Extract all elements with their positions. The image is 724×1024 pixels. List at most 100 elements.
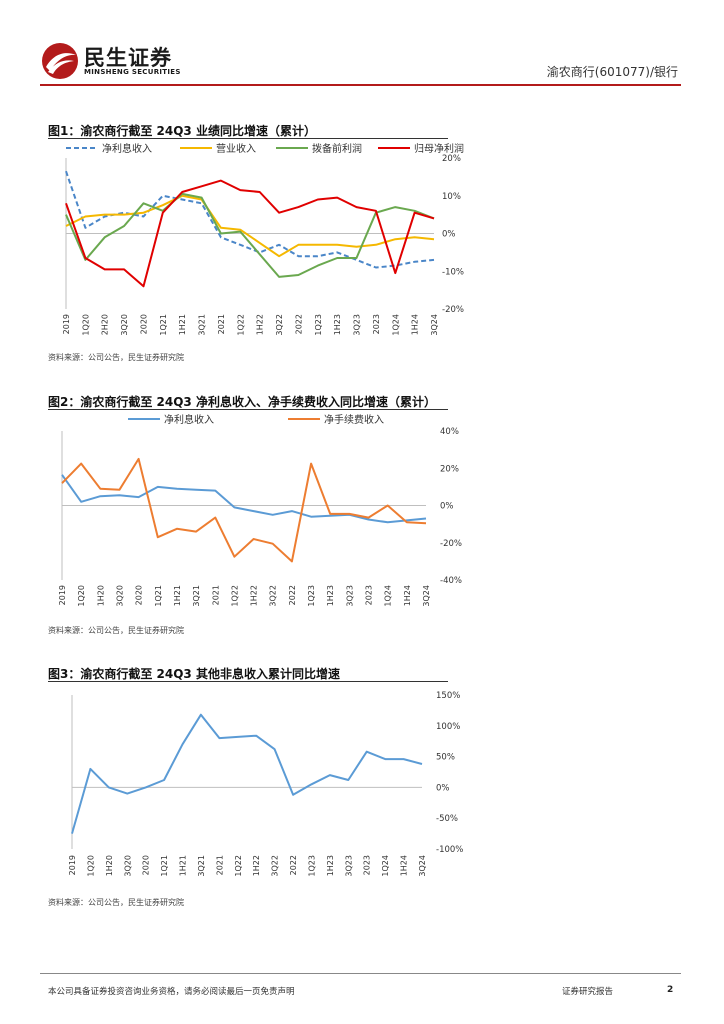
x-tick-label: 2H20 [101, 314, 110, 335]
brand-name-cn: 民生证券 [84, 46, 172, 70]
x-tick-label: 2021 [217, 314, 226, 334]
y-tick-label: 10% [442, 192, 461, 202]
figure-3-title: 图3：渝农商行截至 24Q3 其他非息收入累计同比增速 [48, 667, 340, 681]
x-tick-label: 1Q20 [86, 855, 95, 877]
legend-label: 净利息收入 [164, 413, 214, 426]
x-tick-label: 2023 [372, 314, 381, 334]
y-tick-label: 150% [436, 691, 460, 701]
x-tick-label: 2019 [62, 314, 71, 334]
figure-2-title: 图2：渝农商行截至 24Q3 净利息收入、净手续费收入同比增速（累计） [48, 395, 436, 409]
x-tick-label: 1H20 [105, 855, 114, 876]
y-tick-label: 20% [440, 464, 459, 474]
x-tick-label: 3Q21 [192, 585, 201, 607]
legend-label: 营业收入 [216, 142, 256, 155]
x-tick-label: 2022 [288, 585, 297, 605]
figure-1-title-rule [48, 138, 448, 139]
series-line [65, 192, 435, 278]
x-tick-label: 1Q24 [384, 585, 393, 607]
x-tick-label: 2023 [363, 855, 372, 875]
x-tick-label: 1Q21 [160, 855, 169, 877]
x-tick-label: 1Q23 [307, 585, 316, 607]
x-tick-label: 1H23 [333, 314, 342, 335]
x-tick-label: 2020 [135, 585, 144, 605]
y-tick-label: 0% [440, 502, 454, 512]
x-tick-label: 1Q23 [314, 314, 323, 336]
x-tick-label: 1Q24 [381, 855, 390, 877]
x-tick-label: 3Q21 [198, 314, 207, 336]
x-tick-label: 1H23 [326, 585, 335, 606]
x-tick-label: 1Q20 [81, 314, 90, 336]
footer-divider [40, 973, 681, 974]
header-divider [40, 84, 681, 86]
figure-1-source: 资料来源：公司公告，民生证券研究院 [48, 353, 184, 362]
x-tick-label: 1Q23 [307, 855, 316, 877]
x-tick-label: 2019 [68, 855, 77, 875]
x-tick-label: 3Q24 [422, 585, 431, 607]
y-tick-label: 50% [436, 753, 455, 763]
x-tick-label: 1Q21 [159, 314, 168, 336]
x-tick-label: 1H23 [326, 855, 335, 876]
y-tick-label: 40% [440, 427, 459, 437]
x-tick-label: 2021 [215, 855, 224, 875]
x-tick-label: 3Q22 [269, 585, 278, 607]
x-tick-label: 1Q22 [236, 314, 245, 336]
x-tick-label: 1H20 [96, 585, 105, 606]
x-tick-label: 3Q23 [353, 314, 362, 336]
x-tick-label: 3Q24 [418, 855, 427, 877]
figure-2-source: 资料来源：公司公告，民生证券研究院 [48, 626, 184, 635]
x-tick-label: 2022 [289, 855, 298, 875]
footer-disclaimer: 本公司具备证券投资咨询业务资格，请务必阅读最后一页免责声明 [48, 987, 295, 997]
brand-name-en: MINSHENG SECURITIES [84, 68, 181, 76]
x-tick-label: 3Q24 [430, 314, 439, 336]
legend-label: 净手续费收入 [324, 413, 384, 426]
figure-2-title-rule [48, 409, 448, 410]
figure-3-title-rule [48, 681, 448, 682]
x-tick-label: 3Q21 [197, 855, 206, 877]
x-tick-label: 3Q23 [344, 855, 353, 877]
x-tick-label: 2022 [294, 314, 303, 334]
series-line [61, 457, 427, 563]
x-tick-label: 1H24 [411, 314, 420, 335]
x-tick-label: 1H22 [252, 855, 261, 876]
legend-label: 净利息收入 [102, 142, 152, 155]
x-tick-label: 3Q22 [275, 314, 284, 336]
x-tick-label: 1Q22 [234, 855, 243, 877]
series-line [61, 474, 427, 524]
x-tick-label: 2021 [211, 585, 220, 605]
legend-label: 拨备前利润 [312, 142, 362, 155]
x-tick-label: 2020 [139, 314, 148, 334]
brand-logo-icon [40, 41, 80, 81]
x-tick-label: 1Q22 [230, 585, 239, 607]
x-tick-label: 1H21 [173, 585, 182, 606]
y-tick-label: -40% [440, 576, 462, 586]
figure-3-source: 资料来源：公司公告，民生证券研究院 [48, 898, 184, 907]
y-tick-label: -20% [440, 539, 462, 549]
y-tick-label: 100% [436, 722, 460, 732]
footer-report-type: 证券研究报告 [562, 987, 614, 997]
report-stock-label: 渝农商行(601077)/银行 [546, 65, 678, 79]
x-tick-label: 3Q20 [120, 314, 129, 336]
figure-3-chart: 150% 100% 50% 0% -50% -100% 2019 1Q20 1H20 3Q20 20… [68, 691, 463, 877]
x-tick-label: 1Q20 [77, 585, 86, 607]
figure-1-title: 图1：渝农商行截至 24Q3 业绩同比增速（累计） [48, 124, 316, 138]
figure-2-chart: 40% 20% 0% -20% -40% 2019 1Q20 1H20 3Q20 2020 1Q21… [58, 413, 462, 607]
x-tick-label: 1H24 [400, 855, 409, 876]
x-tick-label: 1H21 [178, 314, 187, 335]
series-line [65, 179, 435, 288]
page-number: 2 [667, 985, 674, 995]
x-tick-label: 3Q20 [115, 585, 124, 607]
x-tick-label: 3Q22 [271, 855, 280, 877]
x-tick-label: 2023 [365, 585, 374, 605]
series-line [71, 713, 423, 834]
y-tick-label: -100% [436, 845, 463, 855]
y-tick-label: -10% [442, 267, 464, 277]
legend-label: 归母净利润 [414, 142, 464, 155]
x-tick-label: 1H24 [403, 585, 412, 606]
x-tick-label: 1Q24 [391, 314, 400, 336]
x-tick-label: 2020 [142, 855, 151, 875]
x-tick-label: 1H22 [256, 314, 265, 335]
x-tick-label: 1Q21 [154, 585, 163, 607]
x-tick-label: 3Q23 [345, 585, 354, 607]
y-tick-label: 0% [442, 230, 456, 240]
y-tick-label: 0% [436, 783, 450, 793]
